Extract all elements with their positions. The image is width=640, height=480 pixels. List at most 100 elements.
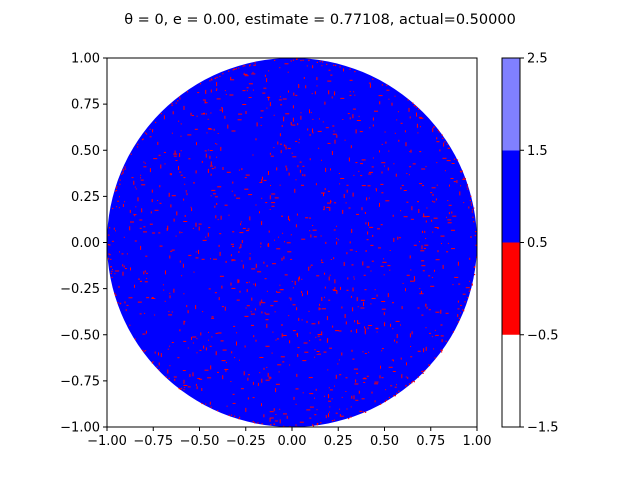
- y-tick-label: 0.25: [71, 190, 100, 205]
- speckle-cell: [113, 227, 115, 230]
- speckle-cell: [292, 117, 294, 122]
- speckle-cell: [238, 279, 240, 283]
- speckle-cell: [207, 377, 212, 379]
- speckle-cell: [214, 166, 216, 169]
- speckle-cell: [248, 97, 252, 98]
- speckle-cell: [311, 323, 316, 325]
- speckle-cell: [420, 250, 425, 252]
- speckle-cell: [207, 232, 209, 237]
- speckle-cell: [152, 129, 153, 133]
- speckle-cell: [432, 200, 433, 202]
- speckle-cell: [327, 190, 330, 192]
- speckle-cell: [165, 270, 166, 275]
- speckle-cell: [294, 188, 296, 193]
- speckle-cell: [282, 98, 287, 100]
- speckle-cell: [437, 250, 439, 253]
- speckle-cell: [269, 411, 274, 413]
- speckle-cell: [379, 150, 380, 153]
- speckle-cell: [417, 201, 419, 203]
- speckle-cell: [358, 390, 360, 394]
- speckle-cell: [260, 242, 262, 245]
- speckle-cell: [424, 244, 429, 246]
- speckle-cell: [266, 78, 268, 83]
- speckle-cell: [299, 421, 304, 423]
- speckle-cell: [211, 317, 215, 319]
- speckle-cell: [379, 375, 381, 379]
- speckle-cell: [249, 216, 251, 221]
- speckle-cell: [244, 177, 247, 179]
- colorbar-segment: [502, 242, 520, 335]
- speckle-cell: [279, 96, 281, 98]
- speckle-cell: [363, 382, 366, 383]
- speckle-cell: [392, 328, 394, 330]
- speckle-cell: [369, 226, 374, 228]
- speckle-cell: [263, 87, 267, 89]
- speckle-cell: [362, 378, 367, 380]
- speckle-cell: [381, 348, 384, 350]
- rim-cell: [160, 113, 162, 115]
- speckle-cell: [169, 292, 171, 294]
- rim-cell: [130, 153, 132, 155]
- speckle-cell: [281, 324, 283, 326]
- speckle-cell: [268, 230, 270, 233]
- rim-cell: [424, 370, 426, 372]
- speckle-cell: [323, 193, 324, 197]
- speckle-cell: [418, 116, 422, 118]
- speckle-cell: [253, 335, 255, 338]
- speckle-cell: [123, 265, 125, 268]
- speckle-cell: [437, 227, 439, 229]
- speckle-cell: [265, 313, 270, 315]
- speckle-cell: [336, 241, 338, 245]
- speckle-cell: [409, 166, 412, 168]
- rim-cell: [428, 364, 430, 366]
- rim-cell: [381, 84, 383, 86]
- speckle-cell: [238, 113, 243, 115]
- speckle-cell: [350, 330, 352, 333]
- speckle-cell: [364, 331, 366, 335]
- speckle-cell: [390, 385, 393, 387]
- speckle-cell: [292, 330, 296, 332]
- rim-cell: [249, 65, 251, 67]
- speckle-cell: [149, 136, 152, 138]
- rim-cell: [363, 411, 365, 413]
- speckle-cell: [410, 149, 412, 153]
- x-tick-label: −1.00: [87, 434, 127, 449]
- rim-cell: [349, 68, 351, 70]
- speckle-cell: [398, 139, 400, 142]
- speckle-cell: [349, 91, 351, 93]
- rim-cell: [415, 106, 418, 108]
- speckle-cell: [299, 161, 302, 163]
- speckle-cell: [388, 150, 390, 152]
- speckle-cell: [402, 282, 404, 284]
- speckle-cell: [317, 335, 320, 337]
- speckle-cell: [220, 146, 222, 151]
- speckle-cell: [422, 216, 427, 218]
- speckle-cell: [164, 163, 166, 165]
- speckle-cell: [389, 269, 391, 271]
- speckle-cell: [245, 111, 247, 114]
- speckle-cell: [368, 197, 370, 199]
- speckle-cell: [250, 311, 252, 313]
- speckle-cell: [321, 65, 323, 67]
- speckle-cell: [276, 167, 278, 171]
- speckle-cell: [246, 305, 250, 307]
- speckle-cell: [140, 179, 144, 181]
- speckle-cell: [353, 91, 355, 93]
- speckle-cell: [432, 193, 434, 196]
- speckle-cell: [174, 150, 176, 155]
- rim-cell: [152, 361, 154, 363]
- speckle-cell: [240, 223, 242, 226]
- speckle-cell: [349, 117, 351, 120]
- speckle-cell: [281, 257, 283, 261]
- speckle-cell: [328, 90, 330, 95]
- rim-cell: [418, 108, 420, 110]
- speckle-cell: [183, 320, 185, 325]
- rim-cell: [457, 321, 459, 323]
- speckle-cell: [401, 374, 403, 379]
- speckle-cell: [191, 336, 192, 340]
- speckle-cell: [244, 345, 246, 348]
- speckle-cell: [435, 334, 439, 336]
- speckle-cell: [316, 351, 320, 352]
- speckle-cell: [336, 237, 338, 239]
- speckle-cell: [396, 384, 397, 386]
